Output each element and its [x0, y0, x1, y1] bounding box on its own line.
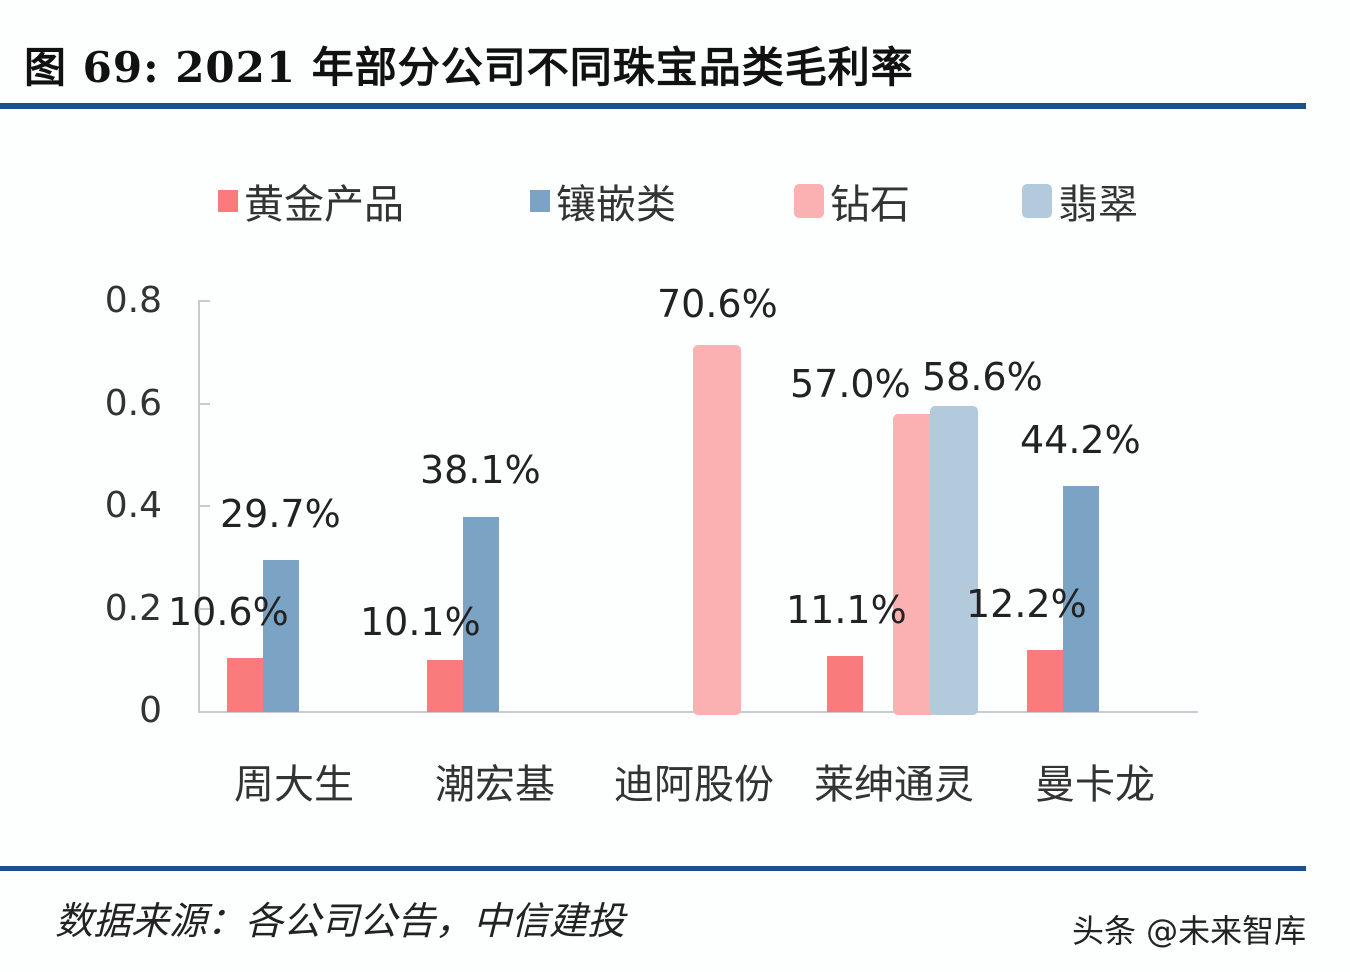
legend-item-gold: 黄金产品 — [218, 172, 404, 230]
bar-chj-gold — [427, 660, 463, 712]
bottom-divider — [0, 866, 1306, 871]
legend-swatch-inlay — [530, 190, 550, 212]
x-category: 周大生 — [234, 762, 354, 808]
bar-mkl-gold — [1027, 650, 1063, 712]
y-tick: 0.6 — [104, 383, 162, 424]
data-label: 29.7% — [220, 492, 341, 536]
data-label: 57.0% — [790, 362, 911, 406]
bar-lstl-diamond — [893, 414, 937, 715]
y-tick: 0.2 — [104, 588, 162, 629]
data-label: 10.1% — [360, 600, 481, 644]
bar-lstl-jade — [930, 406, 978, 715]
y-tickmark — [198, 608, 210, 610]
legend-item-jade: 翡翠 — [1022, 172, 1138, 230]
x-category: 莱绅通灵 — [814, 762, 974, 808]
legend-label: 黄金产品 — [244, 182, 404, 228]
bar-dya-diamond — [693, 345, 741, 715]
chart-title: 图 69: 2021 年部分公司不同珠宝品类毛利率 — [24, 43, 914, 92]
bar-mkl-inlay — [1063, 486, 1099, 712]
legend-label: 钻石 — [830, 182, 910, 228]
data-label: 10.6% — [168, 590, 289, 634]
bar-zds-gold — [227, 658, 263, 712]
legend-swatch-diamond — [794, 184, 824, 218]
x-category: 潮宏基 — [435, 762, 555, 808]
data-label: 12.2% — [966, 582, 1087, 626]
chart-legend: 黄金产品 镶嵌类 钻石 翡翠 — [0, 172, 1350, 228]
bar-chj-inlay — [463, 517, 499, 712]
data-label: 58.6% — [922, 355, 1043, 399]
y-tickmark — [198, 300, 210, 302]
x-category: 迪阿股份 — [614, 762, 774, 808]
x-category: 曼卡龙 — [1035, 762, 1155, 808]
y-tickmark — [198, 403, 210, 405]
legend-label: 镶嵌类 — [556, 182, 676, 228]
legend-label: 翡翠 — [1058, 182, 1138, 228]
data-label: 70.6% — [657, 282, 778, 326]
top-divider — [0, 103, 1306, 109]
y-tickmark — [198, 505, 210, 507]
y-tick: 0 — [139, 690, 162, 731]
watermark: 头条 @未来智库 — [1072, 912, 1307, 950]
legend-item-diamond: 钻石 — [794, 172, 910, 230]
legend-swatch-jade — [1022, 184, 1052, 218]
bar-zds-inlay — [263, 560, 299, 712]
y-tick: 0.8 — [104, 280, 162, 321]
data-label: 11.1% — [786, 588, 907, 632]
bar-lstl-gold — [827, 656, 863, 712]
source-note: 数据来源：各公司公告，中信建投 — [55, 899, 626, 943]
legend-swatch-gold — [218, 190, 238, 212]
legend-item-inlay: 镶嵌类 — [530, 172, 676, 230]
data-label: 44.2% — [1020, 418, 1141, 462]
y-tick: 0.4 — [104, 485, 162, 526]
data-label: 38.1% — [420, 448, 541, 492]
